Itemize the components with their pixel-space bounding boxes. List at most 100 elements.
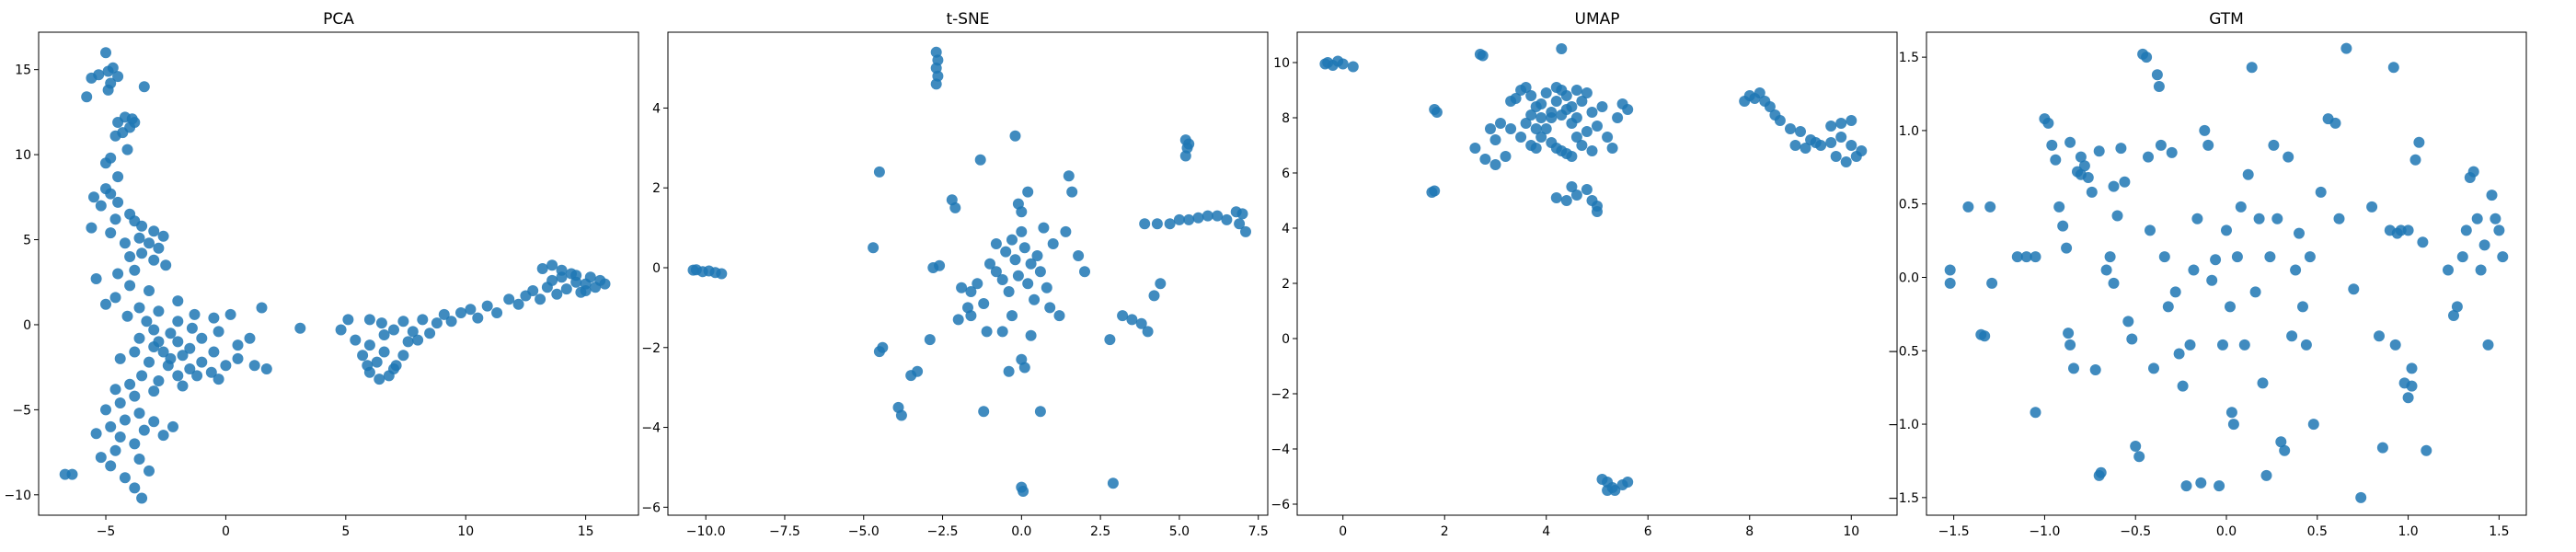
data-point: [2268, 139, 2280, 151]
data-point: [1560, 195, 1572, 206]
data-point: [119, 472, 131, 484]
data-point: [417, 314, 429, 326]
data-point: [2191, 213, 2203, 224]
data-point: [1546, 112, 1558, 123]
data-point: [2199, 124, 2211, 136]
data-point: [157, 346, 169, 358]
data-point: [2153, 81, 2165, 92]
x-tick-label: 8: [1745, 524, 1754, 539]
data-point: [1139, 218, 1151, 230]
data-point: [2271, 213, 2283, 224]
data-point: [119, 414, 131, 426]
data-point: [114, 431, 126, 443]
y-tick-label: −0.5: [1888, 344, 1919, 359]
data-point: [2490, 213, 2501, 224]
data-point: [1596, 101, 1608, 112]
y-tick-label: −2: [641, 341, 661, 356]
data-point: [1183, 213, 1195, 225]
data-point: [1550, 96, 1562, 107]
data-point: [66, 468, 78, 480]
data-point: [148, 254, 160, 266]
data-point: [86, 72, 98, 84]
data-point: [1240, 225, 1251, 237]
data-point: [1479, 154, 1491, 165]
data-point: [129, 438, 141, 450]
data-point: [402, 336, 414, 348]
data-point: [2249, 286, 2261, 298]
scatter-panel-umap: UMAP 0 2 4 6 8 10 −6 −4 −2 0 2 4 6 8 10: [1271, 10, 1898, 539]
data-point: [956, 282, 968, 293]
x-tick-label: 10: [1843, 524, 1859, 539]
data-point: [930, 78, 942, 90]
data-point: [512, 298, 524, 310]
data-point: [133, 232, 145, 244]
data-point: [232, 352, 244, 364]
data-point: [2478, 239, 2490, 251]
data-point: [2387, 62, 2399, 74]
y-tick-label: −4: [1271, 443, 1290, 457]
data-point: [2214, 480, 2225, 492]
data-point: [1022, 278, 1034, 290]
data-point: [924, 334, 936, 346]
data-point: [95, 452, 107, 464]
data-point: [1570, 112, 1582, 123]
data-point: [2217, 339, 2228, 351]
data-point: [2078, 160, 2090, 172]
data-point: [136, 492, 148, 504]
data-point: [1016, 225, 1028, 237]
data-point: [1850, 151, 1862, 162]
data-point: [2482, 339, 2494, 351]
data-point: [1041, 282, 1052, 293]
data-point: [1212, 210, 1224, 222]
data-point: [1520, 118, 1532, 129]
y-tick-label: 10: [1273, 56, 1290, 71]
x-tick-label: 5.0: [1169, 524, 1190, 539]
data-point: [912, 365, 924, 377]
data-point: [129, 117, 141, 128]
data-point: [100, 47, 111, 59]
data-point: [1550, 143, 1562, 154]
data-point: [2184, 339, 2196, 351]
data-point: [481, 300, 493, 312]
data-point: [133, 454, 145, 465]
data-point: [2497, 251, 2509, 263]
data-point: [1602, 132, 1614, 143]
data-point: [244, 332, 256, 344]
data-point: [1063, 170, 1075, 182]
data-point: [1012, 270, 1024, 282]
data-point: [407, 326, 419, 338]
data-point: [144, 465, 155, 477]
data-point: [1606, 143, 1618, 154]
data-point: [1810, 137, 1822, 148]
data-point: [375, 317, 387, 329]
data-point: [224, 308, 236, 320]
data-point: [362, 360, 374, 372]
data-point: [1835, 132, 1847, 143]
data-point: [1429, 185, 1441, 197]
data-point: [584, 271, 596, 283]
x-tick-label: −0.5: [2120, 524, 2151, 539]
data-point: [1602, 485, 1614, 496]
data-point: [1221, 213, 1233, 225]
data-point: [136, 247, 148, 259]
data-point: [2260, 469, 2272, 481]
data-point: [1006, 310, 1018, 322]
data-point: [1038, 222, 1050, 234]
data-point: [357, 350, 369, 362]
data-point: [1550, 192, 1562, 203]
data-point: [1944, 264, 1956, 276]
data-point: [141, 316, 153, 328]
y-tick-label: 8: [1282, 111, 1290, 126]
data-point: [2104, 251, 2116, 263]
y-tick-label: −6: [641, 500, 661, 515]
data-point: [2355, 491, 2367, 503]
data-point: [1592, 206, 1603, 217]
data-point: [167, 420, 178, 432]
data-point: [2264, 251, 2276, 263]
data-point: [208, 346, 220, 358]
data-point: [1530, 143, 1542, 154]
x-tick-label: 0: [1339, 524, 1347, 539]
data-point: [129, 482, 141, 494]
data-point: [1515, 132, 1527, 143]
data-point: [121, 144, 133, 155]
